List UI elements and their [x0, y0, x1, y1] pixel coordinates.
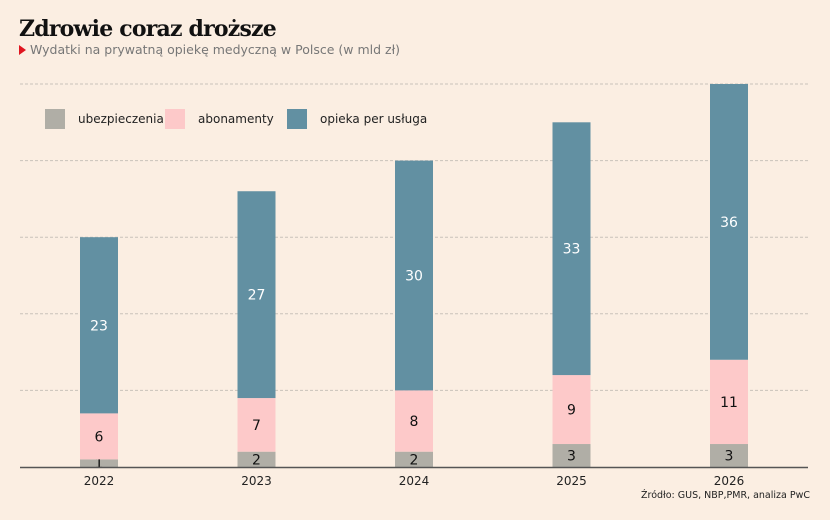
legend-swatch [165, 109, 185, 129]
data-label: 6 [95, 429, 104, 445]
bar-segment [710, 444, 748, 467]
data-label: 30 [405, 269, 423, 285]
data-label: 2 [252, 452, 261, 468]
bar-segment [237, 451, 276, 467]
bar-segment [552, 444, 591, 467]
bar-segment [710, 84, 748, 360]
x-tick-label: 2025 [556, 474, 587, 488]
red-triangle-icon [19, 45, 26, 55]
data-label: 3 [725, 449, 734, 465]
legend-label: abonamenty [198, 112, 274, 126]
data-label: 7 [252, 418, 261, 434]
data-label: 27 [248, 288, 266, 304]
data-label: 3 [567, 449, 576, 465]
data-label: 2 [410, 452, 419, 468]
bar-segment [710, 359, 748, 445]
data-label: 33 [563, 242, 581, 258]
x-tick-label: 2024 [399, 474, 430, 488]
data-label: 9 [567, 403, 576, 419]
data-label: 1 [95, 456, 104, 472]
x-tick-label: 2022 [84, 474, 115, 488]
source-note: Źródło: GUS, NBP,PMR, analiza PwC [640, 490, 810, 501]
bar-segment [237, 398, 276, 452]
subtitle-text: Wydatki na prywatną opiekę medyczną w Po… [30, 42, 401, 57]
data-label: 36 [720, 215, 738, 231]
x-tick-label: 2023 [241, 474, 272, 488]
bar-segment [395, 160, 433, 391]
bar-segment [395, 451, 433, 467]
bar-segment [552, 122, 591, 376]
bar-segment [395, 390, 433, 452]
bar-segment [80, 413, 118, 460]
legend-label: ubezpieczenia [78, 112, 164, 126]
bar-segment [80, 459, 118, 467]
x-tick-label: 2026 [714, 474, 745, 488]
bar-segment [552, 375, 591, 445]
chart-subtitle: Wydatki na prywatną opiekę medyczną w Po… [19, 42, 400, 57]
data-label: 8 [410, 414, 419, 430]
legend-swatch [45, 109, 65, 129]
chart-title: Zdrowie coraz droższe [19, 16, 277, 42]
legend-label: opieka per usługa [320, 112, 427, 126]
legend-swatch [287, 109, 307, 129]
bar-segment [237, 191, 276, 399]
data-label: 23 [90, 318, 108, 334]
data-label: 11 [720, 395, 738, 411]
bar-segment [80, 237, 118, 414]
